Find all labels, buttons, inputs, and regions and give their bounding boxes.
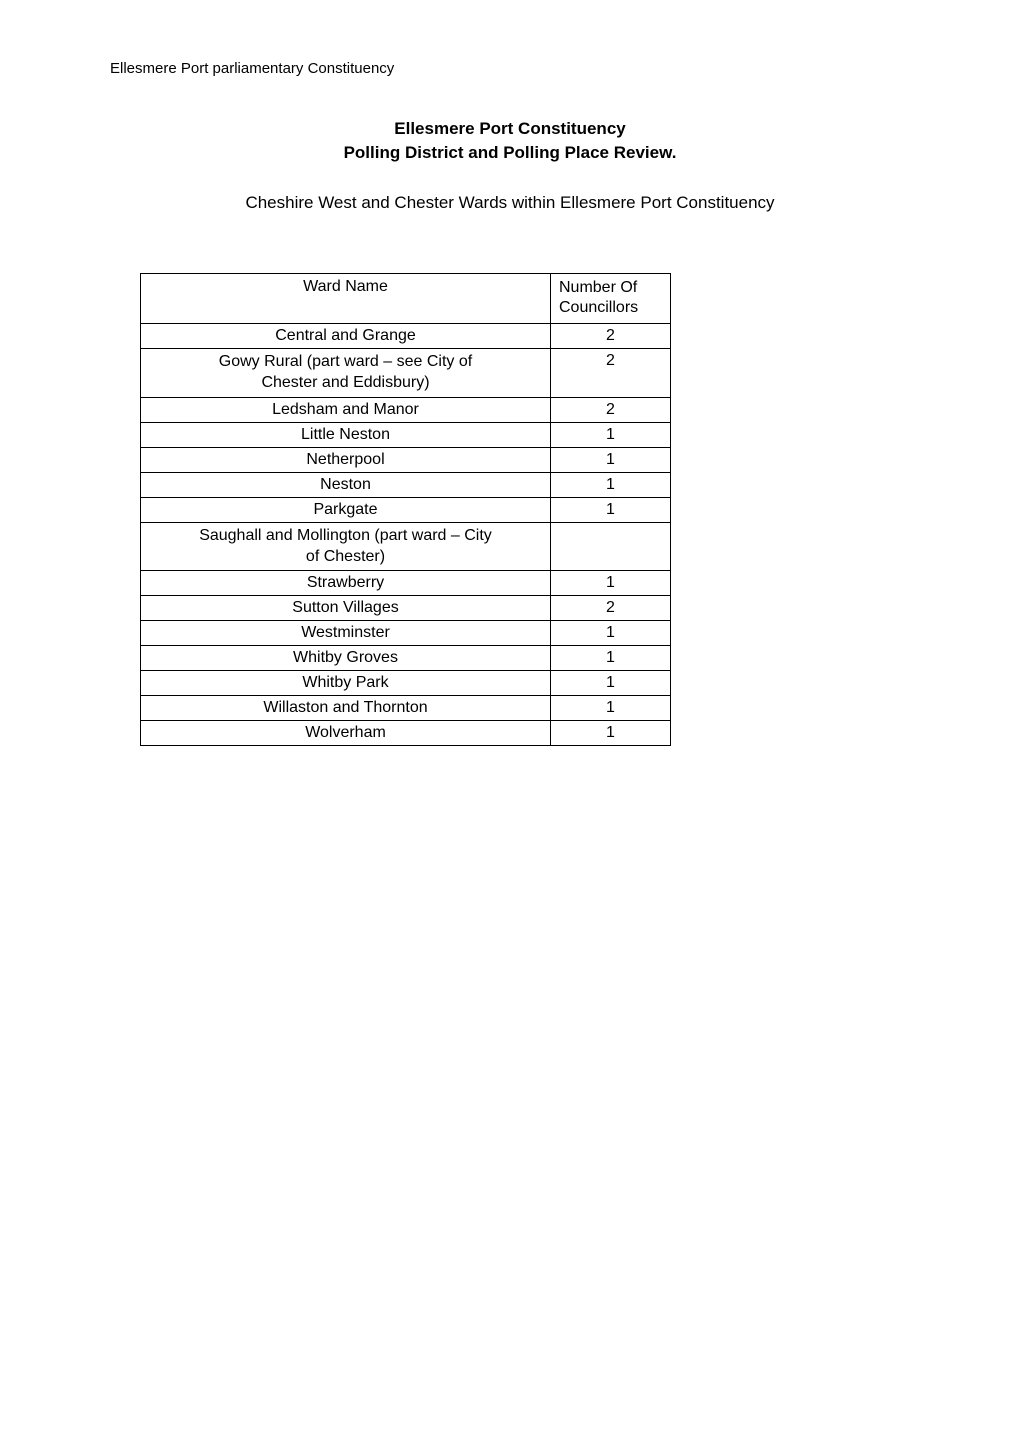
table-row: Neston 1	[141, 472, 671, 497]
ward-name: Strawberry	[141, 571, 551, 596]
councillor-count: 1	[551, 447, 671, 472]
councillor-count: 1	[551, 571, 671, 596]
ward-name: Gowy Rural (part ward – see City ofChest…	[141, 349, 551, 398]
table-row: Westminster 1	[141, 621, 671, 646]
table-row: Central and Grange 2	[141, 324, 671, 349]
num-header-line1: Number Of	[559, 279, 637, 296]
title-line-2: Polling District and Polling Place Revie…	[110, 141, 910, 165]
wards-table-container: Ward Name Number Of Councillors Central …	[140, 273, 910, 747]
ward-name: Parkgate	[141, 497, 551, 522]
ward-name: Netherpool	[141, 447, 551, 472]
table-row: Whitby Park 1	[141, 671, 671, 696]
table-header-row: Ward Name Number Of Councillors	[141, 273, 671, 324]
table-row: Parkgate 1	[141, 497, 671, 522]
ward-name: Whitby Groves	[141, 646, 551, 671]
councillor-count: 1	[551, 646, 671, 671]
ward-name: Ledsham and Manor	[141, 397, 551, 422]
table-row: Netherpool 1	[141, 447, 671, 472]
councillor-count: 2	[551, 397, 671, 422]
councillor-count: 1	[551, 497, 671, 522]
ward-name: Sutton Villages	[141, 596, 551, 621]
councillor-count: 2	[551, 324, 671, 349]
ward-name: Willaston and Thornton	[141, 696, 551, 721]
title-line-1: Ellesmere Port Constituency	[110, 117, 910, 141]
councillor-count: 2	[551, 349, 671, 398]
councillor-count: 1	[551, 472, 671, 497]
councillor-count: 1	[551, 671, 671, 696]
subtitle: Cheshire West and Chester Wards within E…	[110, 193, 910, 213]
page-header: Ellesmere Port parliamentary Constituenc…	[110, 60, 910, 77]
title-block: Ellesmere Port Constituency Polling Dist…	[110, 117, 910, 165]
num-header-line2: Councillors	[559, 299, 638, 316]
table-row: Saughall and Mollington (part ward – Cit…	[141, 522, 671, 571]
table-row: Ledsham and Manor 2	[141, 397, 671, 422]
table-row: Little Neston 1	[141, 422, 671, 447]
councillor-count: 1	[551, 621, 671, 646]
num-column-header: Number Of Councillors	[551, 273, 671, 324]
table-row: Strawberry 1	[141, 571, 671, 596]
table-row: Gowy Rural (part ward – see City ofChest…	[141, 349, 671, 398]
table-row: Whitby Groves 1	[141, 646, 671, 671]
table-row: Willaston and Thornton 1	[141, 696, 671, 721]
ward-name: Whitby Park	[141, 671, 551, 696]
ward-name: Central and Grange	[141, 324, 551, 349]
councillor-count: 2	[551, 596, 671, 621]
councillor-count: 1	[551, 422, 671, 447]
councillor-count: 1	[551, 696, 671, 721]
ward-name: Neston	[141, 472, 551, 497]
ward-name: Wolverham	[141, 721, 551, 746]
table-body: Central and Grange 2 Gowy Rural (part wa…	[141, 324, 671, 746]
ward-column-header: Ward Name	[141, 273, 551, 324]
ward-name: Little Neston	[141, 422, 551, 447]
table-row: Sutton Villages 2	[141, 596, 671, 621]
ward-name: Saughall and Mollington (part ward – Cit…	[141, 522, 551, 571]
table-row: Wolverham 1	[141, 721, 671, 746]
ward-name: Westminster	[141, 621, 551, 646]
councillor-count: 1	[551, 721, 671, 746]
councillor-count	[551, 522, 671, 571]
wards-table: Ward Name Number Of Councillors Central …	[140, 273, 671, 747]
